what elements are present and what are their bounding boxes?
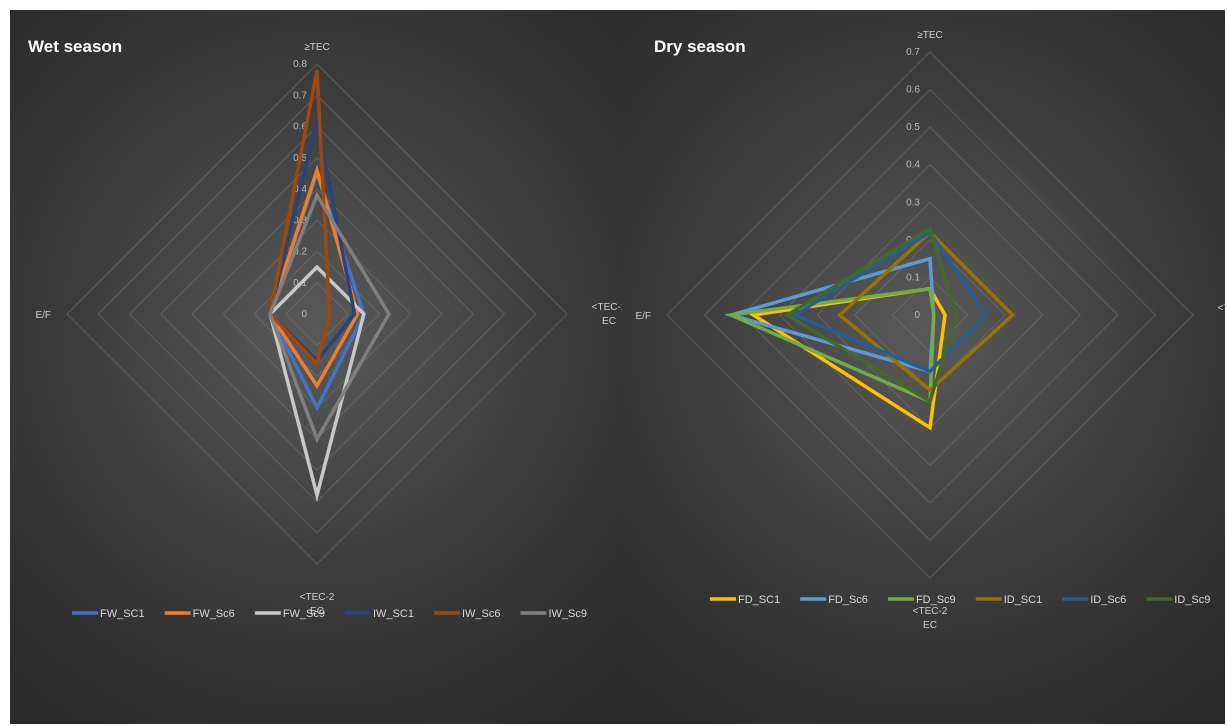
tick-labels: 00.10.20.30.40.50.60.7 [906,47,920,321]
tick-label: 0.3 [906,197,920,208]
grid-ring [741,126,1119,504]
tick-label: 0.6 [293,122,307,133]
grid-ring [703,88,1157,542]
tick-label: 0.7 [906,47,920,58]
dry-season-panel: Dry season00.10.20.30.40.50.60.7≥TEC<TEC… [622,10,1225,724]
legend: FD_SC1 FD_Sc6 FD_Sc9 ID_SC1 ID_Sc6 ID_Sc9 [710,594,1210,606]
legend: FW_SC1 FW_Sc6 FW_Sc9 IW_SC1 IW_Sc6 IW_Sc9 [72,608,587,620]
grid-ring [285,282,349,346]
series-group [268,69,391,503]
grid-ring [66,63,568,565]
legend-label: FW_Sc9 [283,608,325,620]
axis-label: ≥TEC [304,42,330,53]
legend-label: IW_SC1 [373,608,414,620]
chart-title: Dry season [654,37,746,56]
tick-label: 0 [914,310,920,321]
tick-label: 0.5 [906,122,920,133]
legend-label: FD_Sc9 [916,594,956,606]
tick-label: 0.4 [906,160,920,171]
grid-ring [779,164,1081,466]
axis-label: <TEC-1EC [592,302,622,327]
legend-label: FW_Sc6 [193,608,235,620]
series-group [724,225,1016,431]
series-line-fw-sc9 [268,264,366,503]
grid-ring [666,51,1194,579]
grid-ring [97,94,537,534]
series-line-iw-sc6 [268,69,332,368]
axis-label: E/F [35,310,51,321]
series-line-id-sc1 [837,229,1016,393]
axis-labels: ≥TEC <TEC-1EC <TEC-2EC E/F [635,30,1225,631]
radar-grid [666,51,1194,579]
wet-season-radar-chart: Wet season00.10.20.30.40.50.60.70.8≥TEC<… [28,37,622,620]
legend-label: ID_Sc6 [1090,594,1126,606]
dry-season-radar-chart: Dry season00.10.20.30.40.50.60.7≥TEC<TEC… [635,30,1225,631]
chart-title: Wet season [28,37,122,56]
series-line-iw-sc9 [268,191,391,444]
grid-ring [191,188,443,440]
series-line-id-sc9 [783,225,959,405]
tick-label: 0.8 [293,59,307,70]
tick-label: 0.1 [906,272,920,283]
wet-season-panel: Wet season 0 0.1 0.2 0.3 0.4 0.5 0.6 0.7 0.8 ≥TEC <… [10,10,622,724]
series-line-id-sc6 [790,229,989,374]
tick-label: 0.6 [906,85,920,96]
legend-label: FW_SC1 [100,608,145,620]
axis-labels: ≥TEC <TEC-1EC <TEC-2EC E/F [35,42,622,617]
legend-label: FD_SC1 [738,594,780,606]
axis-label: <TEC-1EC [1218,303,1225,328]
axis-label: ≥TEC [917,30,943,41]
grid-ring [160,157,474,471]
legend-label: IW_Sc9 [548,608,587,620]
axis-label: <TEC-2 EC [913,606,948,631]
axis-label: <TEC-2 EC [300,592,335,617]
tick-label: 0 [301,309,307,320]
figure: Wet season 0 0.1 0.2 0.3 0.4 0.5 0.6 0.7 0.8 ≥TEC <… [10,10,1225,724]
tick-label: 0.2 [293,247,307,258]
tick-label: 0.7 [293,90,307,101]
legend-label: ID_Sc9 [1174,594,1210,606]
grid-ring [128,125,506,503]
axis-label: E/F [635,311,651,322]
legend-label: IW_Sc6 [462,608,501,620]
grid-ring [222,219,412,409]
legend-label: FD_Sc6 [828,594,868,606]
legend-label: ID_SC1 [1004,594,1043,606]
